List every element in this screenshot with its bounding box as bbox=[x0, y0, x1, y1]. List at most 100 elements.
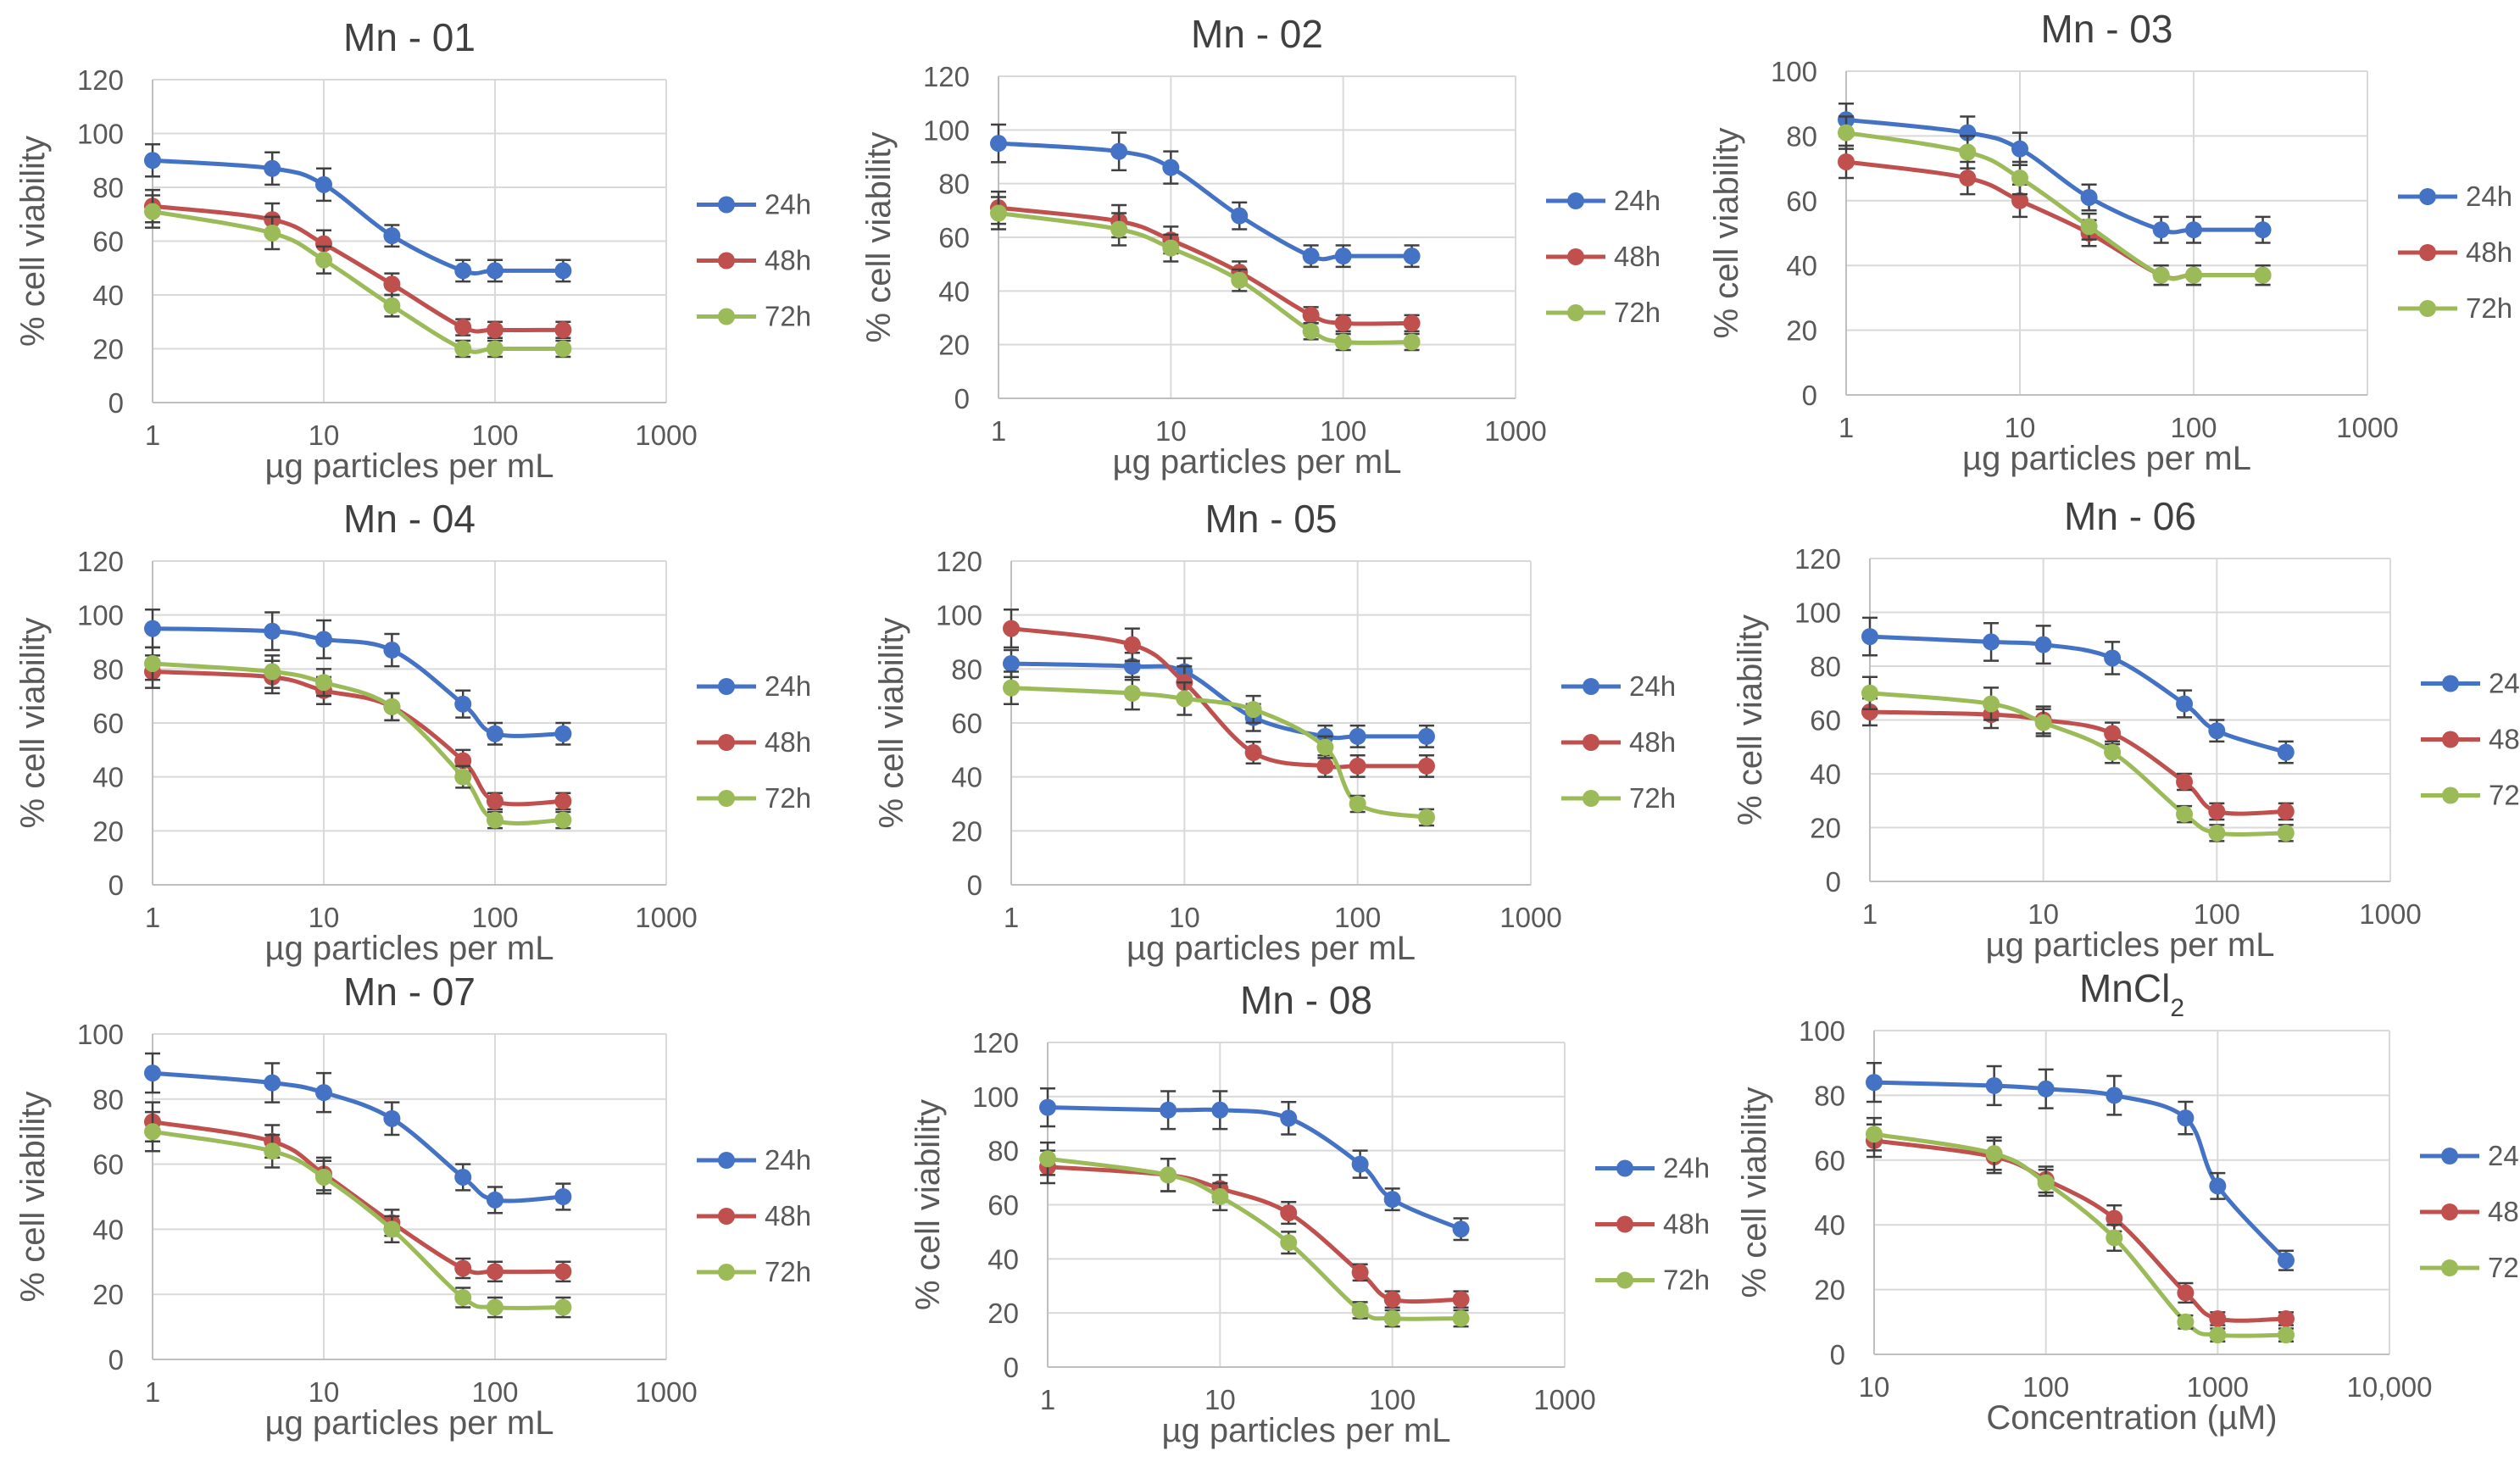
y-tick-label: 40 bbox=[1810, 759, 1841, 790]
series-line-24h bbox=[152, 158, 564, 276]
data-point-24h bbox=[264, 622, 281, 640]
series-24h bbox=[144, 1052, 572, 1215]
data-point-72h bbox=[264, 224, 281, 242]
series-24h bbox=[1003, 648, 1435, 748]
y-tick-label: 60 bbox=[1810, 705, 1841, 736]
data-point-72h bbox=[2254, 266, 2272, 284]
data-point-72h bbox=[454, 768, 472, 786]
y-tick-label: 80 bbox=[951, 653, 982, 685]
data-point-24h bbox=[383, 642, 401, 659]
chart-title: Mn - 07 bbox=[343, 970, 476, 1014]
data-point-24h bbox=[554, 1188, 572, 1205]
x-axis-label: µg particles per mL bbox=[1986, 926, 2275, 964]
legend-marker-48h bbox=[718, 252, 735, 270]
y-tick-label: 0 bbox=[1004, 1352, 1019, 1383]
data-point-72h bbox=[454, 340, 472, 358]
y-tick-label: 20 bbox=[1810, 813, 1841, 844]
data-point-72h bbox=[1349, 795, 1366, 813]
series-48h bbox=[1861, 697, 2295, 821]
y-tick-label: 60 bbox=[92, 1149, 124, 1181]
data-point-72h bbox=[1231, 271, 1249, 289]
legend-label-24h: 24h bbox=[2488, 1140, 2520, 1171]
y-tick-label: 0 bbox=[108, 1344, 124, 1376]
y-tick-label: 0 bbox=[1826, 866, 1841, 898]
x-tick-label: 1 bbox=[145, 902, 160, 933]
legend-marker-72h bbox=[1616, 1271, 1633, 1289]
data-point-72h bbox=[2011, 170, 2028, 187]
data-point-24h bbox=[383, 227, 401, 245]
series-48h bbox=[1866, 1123, 2295, 1327]
x-tick-label: 1000 bbox=[635, 902, 697, 933]
x-tick-label: 1000 bbox=[2336, 412, 2398, 443]
chart-title-text: Mn - 01 bbox=[343, 15, 476, 59]
y-tick-label: 100 bbox=[77, 1019, 124, 1050]
data-point-24h bbox=[383, 1109, 401, 1127]
data-point-24h bbox=[1417, 727, 1435, 745]
y-tick-label: 60 bbox=[938, 222, 970, 253]
x-axis-label: µg particles per mL bbox=[1162, 1412, 1451, 1449]
y-tick-label: 60 bbox=[1786, 186, 1817, 217]
data-point-72h bbox=[144, 1123, 161, 1141]
data-point-48h bbox=[487, 1263, 503, 1281]
data-point-48h bbox=[1003, 620, 1020, 637]
data-point-48h bbox=[454, 1259, 472, 1277]
x-tick-label: 10 bbox=[309, 420, 340, 451]
x-tick-label: 1000 bbox=[2187, 1371, 2249, 1403]
data-point-48h bbox=[1838, 153, 1855, 170]
data-point-48h bbox=[454, 752, 472, 770]
legend-marker-24h bbox=[718, 1152, 735, 1169]
series-line-48h bbox=[1845, 159, 2263, 281]
series-line-72h bbox=[1845, 131, 2263, 281]
legend-label-24h: 24h bbox=[765, 670, 811, 702]
y-axis-label: % cell viability bbox=[14, 1092, 52, 1303]
data-point-24h bbox=[2277, 743, 2295, 761]
data-point-72h bbox=[1039, 1150, 1056, 1168]
series-48h bbox=[1838, 144, 2272, 286]
data-point-48h bbox=[1280, 1204, 1298, 1222]
data-point-72h bbox=[383, 1220, 401, 1238]
data-point-24h bbox=[487, 262, 503, 280]
x-tick-label: 1000 bbox=[1499, 902, 1561, 933]
data-point-24h bbox=[1280, 1109, 1298, 1127]
data-point-24h bbox=[264, 159, 281, 177]
legend-marker-24h bbox=[1616, 1159, 1633, 1177]
data-point-24h bbox=[2277, 1252, 2295, 1270]
data-point-72h bbox=[144, 654, 161, 672]
legend-label-72h: 72h bbox=[1663, 1265, 1710, 1296]
y-tick-label: 40 bbox=[938, 275, 970, 307]
x-tick-label: 1 bbox=[991, 415, 1006, 447]
y-tick-label: 40 bbox=[987, 1243, 1019, 1275]
x-tick-label: 1 bbox=[1862, 898, 1877, 930]
x-tick-label: 100 bbox=[471, 420, 518, 451]
data-point-24h bbox=[1383, 1191, 1401, 1209]
legend-label-24h: 24h bbox=[1663, 1153, 1710, 1184]
y-tick-label: 80 bbox=[987, 1136, 1019, 1167]
y-tick-label: 100 bbox=[936, 600, 982, 631]
series-72h bbox=[144, 1110, 572, 1319]
series-72h bbox=[1039, 1141, 1470, 1328]
legend-label-24h: 24h bbox=[2466, 181, 2512, 212]
data-point-72h bbox=[1334, 333, 1352, 351]
x-tick-label: 10 bbox=[1155, 415, 1187, 447]
series-line-48h bbox=[1047, 1165, 1461, 1304]
chart-title-text: Mn - 05 bbox=[1205, 497, 1338, 541]
legend-label-48h: 48h bbox=[765, 1200, 811, 1231]
chart-title-text: Mn - 06 bbox=[2064, 494, 2196, 538]
chart-title: Mn - 03 bbox=[2041, 7, 2173, 51]
data-point-48h bbox=[1349, 757, 1366, 775]
data-point-72h bbox=[264, 663, 281, 681]
legend-label-72h: 72h bbox=[765, 782, 811, 814]
data-point-48h bbox=[1452, 1291, 1470, 1309]
x-tick-label: 1000 bbox=[635, 1376, 697, 1408]
legend-label-48h: 48h bbox=[2466, 236, 2512, 268]
legend-label-48h: 48h bbox=[1629, 726, 1676, 758]
x-axis-label: µg particles per mL bbox=[265, 447, 554, 485]
data-point-48h bbox=[2177, 1284, 2195, 1302]
legend-label-72h: 72h bbox=[2488, 1252, 2520, 1283]
y-tick-label: 20 bbox=[92, 815, 124, 847]
data-point-24h bbox=[2106, 1087, 2123, 1104]
y-tick-label: 100 bbox=[1799, 1015, 1845, 1047]
data-point-24h bbox=[1985, 1076, 2003, 1094]
